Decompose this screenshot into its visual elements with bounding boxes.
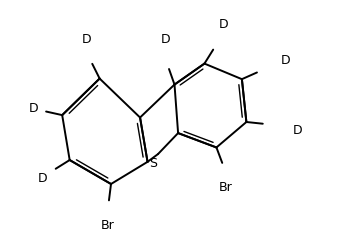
- Text: D: D: [293, 124, 302, 137]
- Text: D: D: [82, 33, 92, 46]
- Text: D: D: [37, 172, 47, 185]
- Text: D: D: [161, 33, 170, 46]
- Text: Br: Br: [101, 219, 115, 232]
- Text: D: D: [29, 102, 39, 115]
- Text: D: D: [280, 54, 290, 67]
- Text: D: D: [219, 18, 229, 31]
- Text: Br: Br: [219, 181, 232, 194]
- Text: S: S: [149, 157, 158, 170]
